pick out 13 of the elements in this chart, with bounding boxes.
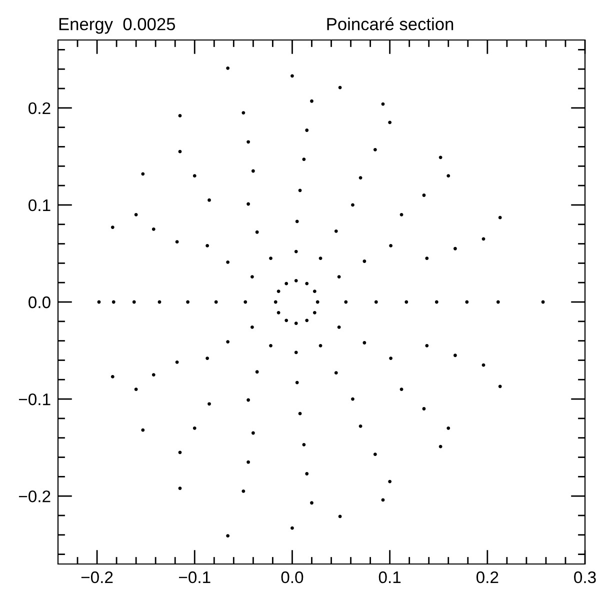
y-tick-label: 0.1: [28, 199, 50, 212]
y-tick-label: −0.1: [18, 393, 50, 406]
chart-title: Poincaré section: [327, 17, 454, 30]
x-tick-label: 0.3: [574, 571, 596, 584]
y-tick-label: −0.2: [18, 490, 50, 502]
y-tick-label: 0.0: [28, 296, 50, 308]
y-tick-label: 0.2: [28, 102, 50, 114]
x-tick-label: −0.1: [179, 571, 210, 584]
x-tick-label: 0.1: [378, 571, 401, 584]
text: Energy 0.0025: [59, 18, 176, 34]
x-tick-label: 0.2: [476, 571, 498, 584]
x-tick-label: 0.0: [281, 571, 304, 584]
x-tick-label: −0.2: [81, 571, 113, 584]
